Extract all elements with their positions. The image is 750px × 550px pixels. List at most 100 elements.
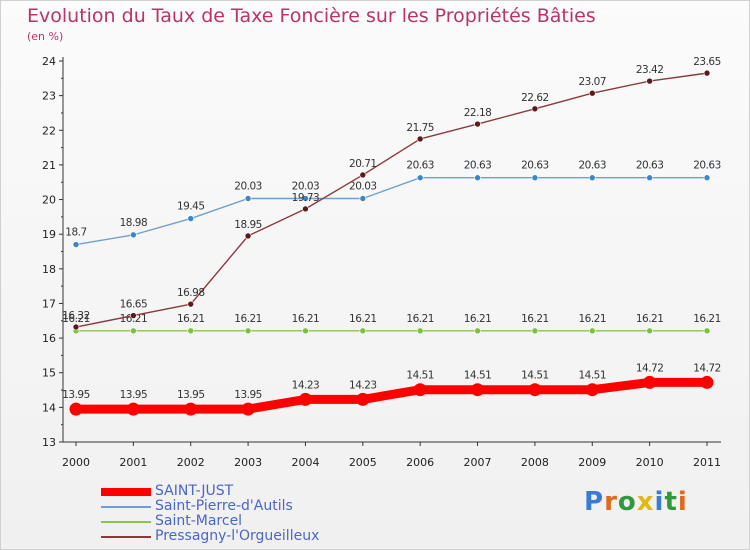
data-point — [474, 327, 481, 335]
data-label: 14.72 — [693, 362, 721, 374]
x-tick-label: 2002 — [177, 456, 205, 469]
data-point — [413, 383, 427, 397]
data-point — [244, 232, 252, 240]
data-label: 14.72 — [636, 362, 664, 374]
x-tick-label: 2001 — [119, 456, 147, 469]
data-label: 16.21 — [234, 313, 262, 325]
data-label: 14.51 — [521, 370, 549, 382]
data-label: 20.63 — [636, 160, 664, 172]
data-point — [588, 327, 596, 335]
logo-letter: i — [677, 487, 688, 517]
data-point — [356, 392, 370, 406]
y-tick-label: 19 — [42, 228, 56, 241]
data-label: 22.62 — [521, 92, 549, 104]
data-point — [646, 174, 653, 182]
data-point — [643, 375, 657, 389]
x-tick-label: 2007 — [464, 456, 492, 469]
legend-swatch — [101, 536, 151, 538]
data-label: 14.51 — [464, 370, 492, 382]
data-point — [244, 195, 252, 202]
data-label: 23.42 — [636, 64, 664, 76]
data-point — [130, 231, 137, 239]
data-point — [531, 174, 539, 182]
x-tick-label: 2005 — [349, 456, 377, 469]
data-point — [126, 402, 140, 416]
data-label: 23.65 — [693, 56, 721, 68]
data-label: 16.21 — [521, 313, 549, 325]
data-point — [130, 327, 137, 335]
data-label: 20.03 — [234, 181, 262, 193]
data-label: 13.95 — [120, 389, 148, 401]
data-point — [241, 402, 255, 416]
data-label: 13.95 — [177, 389, 205, 401]
x-tick-label: 2011 — [693, 456, 721, 469]
logo-letter: i — [654, 487, 665, 517]
y-axis-unit: (en %) — [27, 30, 64, 43]
logo-letter: t — [664, 487, 678, 517]
proxiti-logo: Proxiti — [584, 487, 688, 517]
data-label: 14.23 — [349, 379, 377, 391]
data-point — [531, 327, 539, 335]
data-label: 16.65 — [120, 299, 148, 311]
data-label: 21.75 — [406, 122, 434, 134]
y-tick-label: 23 — [42, 90, 56, 103]
x-tick-label: 2000 — [62, 456, 90, 469]
data-label: 14.51 — [406, 370, 434, 382]
data-label: 14.51 — [578, 370, 606, 382]
data-point — [700, 375, 714, 389]
data-label: 23.07 — [578, 76, 606, 88]
series-line-2 — [75, 72, 708, 328]
legend-label: Saint-Pierre-d'Autils — [155, 498, 293, 514]
data-label: 16.21 — [406, 313, 434, 325]
logo-letter: o — [617, 487, 637, 517]
legend-label: SAINT-JUST — [155, 483, 234, 499]
y-tick-label: 17 — [42, 297, 56, 310]
data-label: 16.21 — [464, 313, 492, 325]
data-point — [588, 174, 596, 182]
data-point — [416, 174, 424, 182]
data-label: 22.18 — [464, 107, 492, 119]
data-label: 19.73 — [292, 192, 320, 204]
data-label: 20.63 — [578, 160, 606, 172]
data-point — [244, 327, 252, 335]
y-tick-label: 13 — [42, 436, 56, 449]
data-point — [471, 383, 485, 397]
data-label: 16.21 — [578, 313, 606, 325]
logo-letter: r — [604, 487, 618, 517]
data-point — [187, 327, 195, 335]
y-tick-label: 21 — [42, 159, 56, 172]
data-point — [302, 195, 309, 202]
data-label: 18.7 — [65, 227, 86, 239]
x-tick-label: 2004 — [291, 456, 319, 469]
data-label: 16.21 — [349, 313, 377, 325]
data-label: 14.23 — [292, 379, 320, 391]
data-label: 16.98 — [177, 287, 205, 299]
x-tick-label: 2003 — [234, 456, 262, 469]
data-label: 20.03 — [349, 181, 377, 193]
data-label: 18.95 — [234, 219, 262, 231]
y-tick-label: 20 — [42, 194, 56, 207]
data-label: 19.45 — [177, 201, 205, 213]
data-point — [703, 174, 711, 182]
data-point — [187, 215, 195, 222]
legend-swatch — [101, 506, 151, 508]
x-tick-label: 2006 — [406, 456, 434, 469]
y-tick-label: 15 — [42, 367, 56, 380]
data-point — [302, 205, 309, 213]
y-tick-label: 16 — [42, 332, 56, 345]
logo-letter: P — [584, 487, 605, 517]
data-point — [72, 323, 80, 331]
series-line-3 — [71, 377, 712, 414]
data-point — [646, 77, 653, 85]
series-line-1 — [75, 177, 708, 246]
x-tick-label: 2008 — [521, 456, 549, 469]
data-point — [416, 135, 424, 143]
data-point — [588, 89, 596, 97]
data-label: 13.95 — [234, 389, 262, 401]
data-point — [130, 312, 137, 319]
data-point — [187, 300, 195, 308]
data-point — [184, 402, 198, 416]
chart-title: Evolution du Taux de Taxe Foncière sur l… — [27, 5, 596, 27]
